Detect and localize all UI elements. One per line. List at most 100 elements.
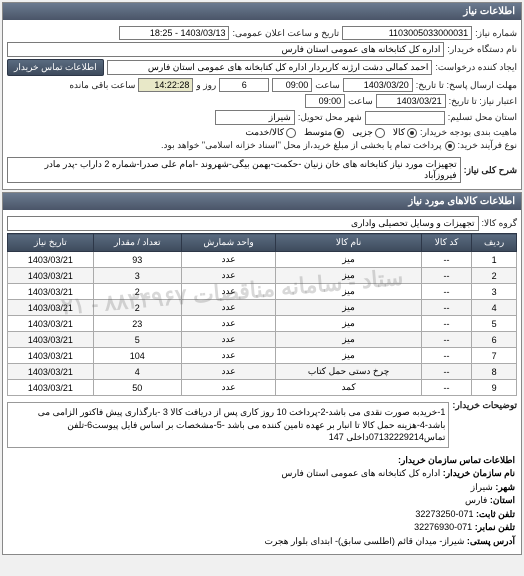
info-panel: اطلاعات نیاز شماره نیاز: 110300503300003…	[2, 2, 522, 190]
row-goods-group: گروه کالا: تجهیزات و وسایل تحصیلی واداری	[7, 216, 517, 231]
table-cell: 9	[472, 380, 517, 396]
table-cell: میز	[276, 252, 421, 268]
contact-address: شیراز- میدان قائم (اطلسی سابق)- ابتدای ب…	[264, 536, 464, 546]
contact-title: اطلاعات تماس سازمان خریدار:	[398, 455, 515, 465]
days-field: 6	[219, 78, 269, 92]
contact-phone-label: تلفن ثابت:	[476, 509, 515, 519]
table-cell: عدد	[181, 316, 276, 332]
th-5: تاریخ نیاز	[8, 234, 94, 252]
contact-address-label: آدرس پستی:	[467, 536, 515, 546]
table-cell: 1403/03/21	[8, 364, 94, 380]
budget-option-2[interactable]: متوسط	[304, 127, 344, 138]
table-cell: میز	[276, 316, 421, 332]
table-cell: عدد	[181, 332, 276, 348]
org-label: نام دستگاه خریدار:	[447, 44, 517, 55]
table-cell: 3	[93, 268, 181, 284]
table-cell: 104	[93, 348, 181, 364]
org-field: اداره کل کتابخانه های عمومی استان فارس	[7, 42, 444, 57]
table-cell: --	[421, 348, 471, 364]
table-cell: عدد	[181, 268, 276, 284]
desc-text: 1-خریدبه صورت نقدی می باشد-2-پرداخت 10 ر…	[7, 402, 449, 448]
table-row: 3--میزعدد21403/03/21	[8, 284, 517, 300]
request-no-field: 1103005033000031	[342, 26, 472, 40]
goods-group-field: تجهیزات و وسایل تحصیلی واداری	[7, 216, 479, 231]
table-cell: --	[421, 364, 471, 380]
row-requester: ایجاد کننده درخواست: احمد کمالی دشت ارژن…	[7, 59, 517, 76]
datetime-field: 1403/03/13 - 18:25	[119, 26, 229, 40]
requester-field: احمد کمالی دشت ارژنه کاربردار اداره کل ک…	[107, 60, 433, 75]
row-deadline-valid: اعتبار نیاز: تا تاریخ: 1403/03/21 ساعت 0…	[7, 94, 517, 108]
th-0: ردیف	[472, 234, 517, 252]
th-2: نام کالا	[276, 234, 421, 252]
days-label: روز و	[196, 80, 216, 91]
table-cell: 6	[472, 332, 517, 348]
radio-icon	[286, 128, 296, 138]
contact-org: اداره کل کتابخانه های عمومی استان فارس	[281, 468, 440, 478]
table-row: 2--میزعدد31403/03/21	[8, 268, 517, 284]
table-cell: میز	[276, 268, 421, 284]
table-cell: 93	[93, 252, 181, 268]
contact-phone: 071-32273250	[415, 509, 473, 519]
table-cell: 4	[472, 300, 517, 316]
table-cell: --	[421, 284, 471, 300]
contact-province: فارس	[465, 495, 487, 505]
table-cell: 7	[472, 348, 517, 364]
table-row: 9--کمدعدد501403/03/21	[8, 380, 517, 396]
request-no-label: شماره نیاز:	[475, 28, 517, 39]
radio-icon	[407, 128, 417, 138]
th-4: تعداد / مقدار	[93, 234, 181, 252]
table-cell: 50	[93, 380, 181, 396]
table-cell: 1	[472, 252, 517, 268]
need-title-label: شرح کلی نیاز:	[464, 165, 517, 176]
table-cell: 2	[93, 284, 181, 300]
table-cell: عدد	[181, 364, 276, 380]
budget-option-1[interactable]: جزیی	[352, 127, 385, 138]
table-cell: 2	[93, 300, 181, 316]
table-cell: 4	[93, 364, 181, 380]
table-cell: 5	[93, 332, 181, 348]
need-title-field: تجهیزات مورد نیاز کتابخانه های خان زنیان…	[7, 157, 461, 183]
contact-org-label: نام سازمان خریدار:	[443, 468, 515, 478]
row-request-no: شماره نیاز: 1103005033000031 تاریخ و ساع…	[7, 26, 517, 40]
table-cell: 3	[472, 284, 517, 300]
remain-label: ساعت باقی مانده	[69, 80, 135, 91]
table-cell: --	[421, 332, 471, 348]
contact-buyer-button[interactable]: اطلاعات تماس خریدار	[7, 59, 104, 76]
contact-fax: 071-32276930	[414, 522, 472, 532]
table-cell: عدد	[181, 348, 276, 364]
contact-fax-label: تلفن نمابر:	[475, 522, 515, 532]
budget-radio-group: کالا جزیی متوسط کالا/خدمت	[245, 127, 417, 138]
datetime-label: تاریخ و ساعت اعلان عمومی:	[232, 28, 339, 39]
row-budget: ماهیت بندی بودجه خریدار: کالا جزیی متوسط…	[7, 127, 517, 138]
table-cell: 1403/03/21	[8, 300, 94, 316]
process-check[interactable]	[445, 141, 455, 151]
table-cell: 8	[472, 364, 517, 380]
table-cell: میز	[276, 348, 421, 364]
goods-panel-title: اطلاعات کالاهای مورد نیاز	[3, 193, 521, 210]
time-label-1: ساعت	[315, 80, 340, 91]
row-description: توضیحات خریدار: 1-خریدبه صورت نقدی می با…	[7, 400, 517, 450]
contact-city-label: شهر:	[495, 482, 515, 492]
th-1: کد کالا	[421, 234, 471, 252]
radio-icon	[375, 128, 385, 138]
city-field: شیراز	[215, 110, 295, 125]
table-cell: --	[421, 268, 471, 284]
budget-option-3[interactable]: کالا/خدمت	[245, 127, 296, 138]
table-cell: 23	[93, 316, 181, 332]
city-label: شهر محل تحویل:	[298, 112, 362, 123]
contact-province-label: استان:	[490, 495, 515, 505]
desc-label: توضیحات خریدار:	[452, 400, 517, 411]
info-panel-body: شماره نیاز: 1103005033000031 تاریخ و ساع…	[3, 20, 521, 189]
table-row: 4--میزعدد21403/03/21	[8, 300, 517, 316]
table-cell: چرخ دستی حمل کتاب	[276, 364, 421, 380]
row-need-title: شرح کلی نیاز: تجهیزات مورد نیاز کتابخانه…	[7, 157, 517, 183]
table-cell: 1403/03/21	[8, 348, 94, 364]
table-cell: کمد	[276, 380, 421, 396]
send-date-field: 1403/03/20	[343, 78, 413, 92]
row-location: استان محل تسلیم: شهر محل تحویل: شیراز	[7, 110, 517, 125]
province-field	[365, 111, 445, 125]
budget-option-0[interactable]: کالا	[393, 127, 417, 138]
send-time-field: 09:00	[272, 78, 312, 92]
row-deadline-send: مهلت ارسال پاسخ: تا تاریخ: 1403/03/20 سا…	[7, 78, 517, 92]
table-cell: 1403/03/21	[8, 252, 94, 268]
